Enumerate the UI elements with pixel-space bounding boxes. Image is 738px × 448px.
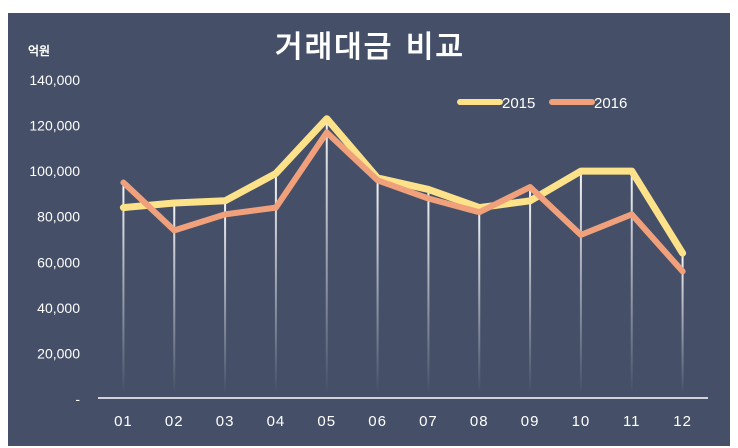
drop-line [173, 203, 176, 393]
x-tick-label: 10 [572, 413, 591, 430]
x-tick-label: 08 [470, 413, 489, 430]
x-tick-label: 11 [623, 413, 641, 430]
drop-line [427, 189, 430, 393]
x-tick-label: 05 [317, 413, 336, 430]
x-tick-label: 03 [216, 413, 235, 430]
legend: 2015 2016 [457, 95, 627, 112]
y-tick-label: 100,000 [29, 163, 80, 179]
drop-line [478, 207, 481, 393]
y-tick-label: 140,000 [29, 72, 80, 88]
drop-lines [122, 118, 684, 393]
x-tick-label: 01 [114, 413, 133, 430]
drop-line [529, 187, 532, 393]
legend-label-2016: 2016 [594, 95, 627, 112]
series-lines [119, 115, 687, 275]
series-line-2015 [119, 115, 687, 257]
x-tick-label: 09 [521, 413, 540, 430]
drop-line [681, 253, 684, 393]
x-tick-label: 06 [368, 413, 387, 430]
series-line-2016 [120, 129, 686, 275]
drop-line [325, 118, 328, 393]
y-tick-label: 80,000 [37, 209, 80, 225]
drop-line [122, 182, 125, 393]
x-tick-label: 02 [165, 413, 184, 430]
drop-line [579, 171, 582, 393]
y-tick-label: 40,000 [37, 300, 80, 316]
y-axis-ticks: - 20,000 40,000 60,000 80,000 100,000 120,000 1… [29, 72, 80, 407]
x-tick-label: 12 [673, 413, 692, 430]
drop-line [376, 177, 379, 393]
line-chart: 거래대금 비교 억원 - 20,000 40,000 60,000 80,000 100,… [28, 30, 708, 430]
y-tick-label: - [75, 391, 80, 407]
drop-line [630, 171, 633, 393]
x-tick-label: 07 [419, 413, 438, 430]
chart-area: 거래대금 비교 억원 - 20,000 40,000 60,000 80,000 100,… [8, 13, 730, 446]
drop-line [224, 200, 227, 393]
x-axis-ticks: 01 02 03 04 05 06 07 08 09 10 11 12 [114, 413, 692, 430]
y-tick-label: 20,000 [37, 345, 80, 361]
drop-line [274, 173, 277, 393]
x-tick-label: 04 [267, 413, 286, 430]
y-axis-unit-label: 억원 [28, 44, 50, 58]
chart-title: 거래대금 비교 [275, 30, 465, 65]
y-tick-label: 120,000 [29, 118, 80, 134]
legend-label-2015: 2015 [502, 95, 535, 112]
y-tick-label: 60,000 [37, 254, 80, 270]
